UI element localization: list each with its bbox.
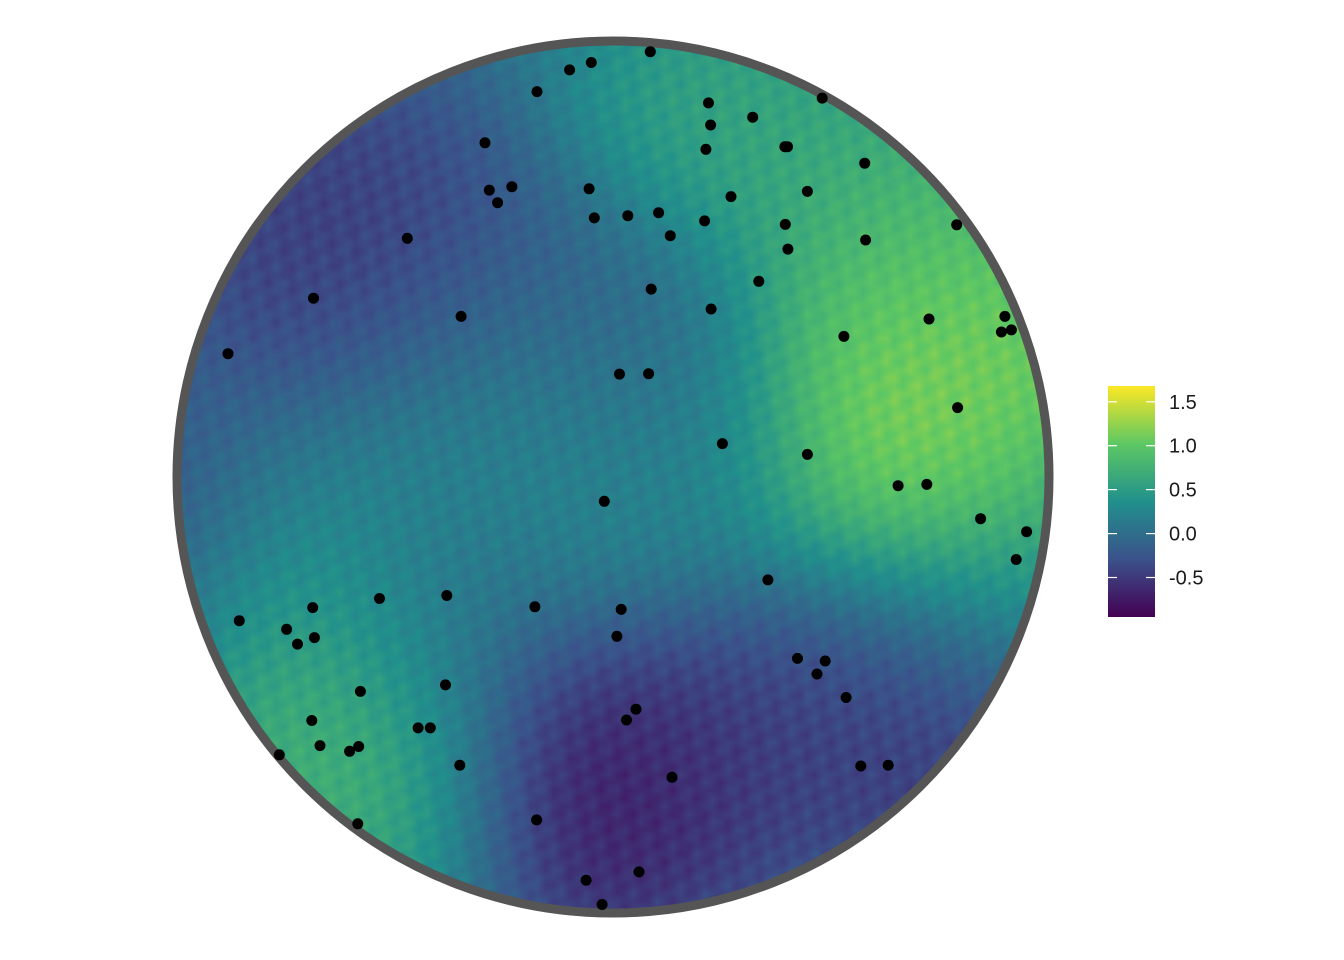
colorbar-legend: 1.5 1.0 0.5 0.0 -0.5 (1108, 386, 1203, 617)
data-point (882, 759, 894, 771)
data-point (664, 230, 676, 242)
colorbar-tick-label: 1.5 (1169, 392, 1197, 414)
data-point (860, 234, 872, 246)
data-point (703, 97, 714, 109)
heatmap-raster (179, 43, 1047, 911)
data-point (588, 212, 600, 224)
data-point (529, 601, 541, 613)
data-point (614, 368, 625, 380)
data-point (792, 652, 803, 664)
data-point (292, 638, 303, 650)
data-point (308, 292, 319, 304)
data-point (622, 210, 634, 222)
data-point (353, 741, 365, 752)
data-point (811, 668, 823, 680)
colorbar-gradient (1108, 386, 1155, 617)
data-point (999, 310, 1011, 322)
data-point (782, 243, 794, 255)
data-point (455, 310, 467, 322)
data-point (699, 215, 711, 227)
data-point (952, 402, 964, 414)
data-point (412, 722, 424, 734)
data-point (747, 111, 759, 123)
data-point (779, 218, 791, 230)
data-point (308, 632, 320, 644)
data-point (716, 438, 728, 450)
data-point (598, 495, 610, 507)
data-point (725, 191, 737, 203)
data-point (1005, 324, 1017, 336)
data-point (374, 593, 385, 604)
data-point (923, 313, 935, 325)
data-point (633, 866, 645, 878)
data-point (705, 303, 717, 315)
data-point (354, 685, 366, 697)
data-point (621, 714, 632, 726)
data-point (611, 630, 623, 642)
data-point (564, 64, 576, 76)
data-point (762, 574, 774, 586)
data-point (424, 722, 436, 734)
data-points (222, 46, 1033, 910)
data-point (1010, 554, 1022, 565)
data-point (855, 760, 867, 772)
data-point (666, 771, 678, 783)
data-point (643, 368, 655, 380)
data-point (585, 57, 597, 68)
colorbar-tick-label: 1.0 (1169, 436, 1197, 458)
data-point (630, 703, 642, 715)
data-point (1021, 526, 1033, 538)
data-point (454, 759, 466, 771)
data-point (995, 326, 1007, 338)
data-point (222, 348, 234, 360)
data-point (233, 615, 245, 627)
data-point (506, 181, 518, 193)
data-point (921, 478, 933, 490)
data-point (307, 602, 319, 614)
data-point (440, 679, 451, 691)
data-point (352, 818, 364, 830)
data-point (653, 207, 665, 219)
data-point (479, 137, 491, 149)
data-point (859, 157, 871, 169)
data-point (281, 623, 293, 635)
data-point (801, 185, 813, 197)
data-point (344, 745, 356, 757)
data-point (645, 283, 657, 295)
colorbar-tick-label: -0.5 (1169, 568, 1203, 590)
data-point (531, 86, 543, 98)
data-point (816, 92, 828, 104)
data-point (838, 330, 850, 342)
colorbar-tick-label: 0.5 (1169, 480, 1197, 502)
data-point (753, 275, 765, 287)
data-point (531, 814, 543, 826)
data-point (705, 119, 717, 131)
data-point (306, 715, 318, 726)
data-point (441, 590, 453, 601)
data-point (596, 899, 608, 910)
data-point (892, 480, 904, 492)
data-point (700, 143, 712, 155)
data-point (819, 655, 831, 667)
data-point (615, 603, 627, 615)
data-point (975, 513, 987, 525)
data-point (401, 232, 413, 244)
data-point (273, 749, 285, 761)
data-point (580, 874, 592, 886)
data-point (840, 692, 852, 703)
colorbar-ticks: 1.5 1.0 0.5 0.0 -0.5 (1108, 392, 1203, 590)
data-point (314, 740, 326, 752)
data-point (492, 197, 504, 209)
data-point (483, 184, 495, 196)
data-point (583, 183, 595, 195)
data-point (801, 448, 813, 460)
plot-boundary-circle (172, 36, 1054, 918)
data-point (644, 46, 656, 58)
colorbar-tick-label: 0.0 (1169, 524, 1197, 546)
data-point (951, 219, 963, 231)
data-point (782, 141, 793, 153)
heatmap-field (179, 43, 1047, 911)
